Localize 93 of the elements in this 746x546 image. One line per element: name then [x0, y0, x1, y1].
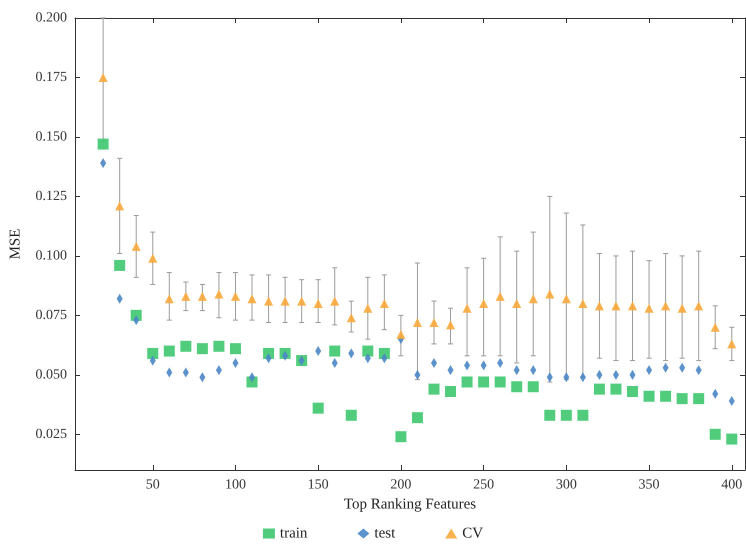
point [445, 386, 456, 397]
point [363, 304, 372, 313]
point [396, 330, 406, 339]
point [628, 301, 638, 310]
point [560, 410, 572, 421]
y-tick-label: 0.100 [36, 248, 67, 264]
point [330, 296, 340, 306]
point [528, 381, 539, 392]
point [248, 294, 257, 304]
x-axis-title: Top Ranking Features [344, 496, 476, 512]
x-tick-label: 300 [556, 478, 577, 492]
point [562, 294, 571, 304]
point [198, 292, 207, 301]
y-tick-label: 0.150 [36, 129, 67, 144]
point [314, 298, 323, 308]
point [362, 346, 374, 357]
point [230, 292, 240, 301]
point [478, 376, 490, 388]
point [98, 138, 109, 150]
y-tick-label: 0.125 [36, 188, 67, 204]
x-tick-label: 200 [390, 478, 412, 492]
point [280, 296, 290, 306]
point [462, 376, 473, 388]
point [494, 376, 506, 388]
legend-label: train [280, 526, 308, 542]
point [132, 242, 141, 251]
point [329, 346, 340, 357]
point [214, 289, 224, 298]
point [611, 301, 620, 310]
point [594, 384, 605, 395]
point [395, 431, 406, 442]
point [644, 304, 654, 313]
point [479, 298, 488, 308]
y-tick-label: 0.075 [36, 308, 67, 323]
point [594, 301, 604, 310]
x-tick-label: 400 [721, 478, 742, 492]
point [412, 318, 422, 328]
point [213, 340, 224, 352]
x-tick-label: 50 [146, 478, 160, 492]
point [428, 384, 440, 395]
point [181, 292, 190, 301]
point [710, 322, 720, 332]
y-tick-label: 0.025 [36, 426, 67, 442]
point [694, 301, 704, 310]
point [164, 346, 175, 357]
y-axis-title: MSE [8, 228, 24, 260]
legend-label: test [374, 526, 396, 542]
point [544, 410, 556, 421]
x-tick-label: 350 [638, 478, 660, 492]
point [196, 343, 208, 354]
point [429, 318, 438, 328]
point [726, 434, 738, 445]
point [710, 428, 721, 440]
point [147, 348, 158, 359]
point [528, 294, 538, 304]
point [512, 298, 522, 308]
y-tick-label: 0.175 [36, 70, 67, 85]
point [312, 402, 324, 414]
point [693, 393, 704, 404]
point [380, 298, 389, 308]
point [115, 201, 124, 210]
x-tick-label: 150 [308, 478, 329, 492]
point [660, 390, 672, 402]
point [264, 296, 274, 306]
point [578, 298, 588, 308]
point [661, 301, 670, 310]
point [412, 412, 423, 424]
point [346, 313, 356, 322]
point [511, 381, 522, 392]
x-tick-label: 100 [224, 478, 246, 492]
point [148, 254, 158, 263]
point [676, 393, 688, 404]
point [98, 72, 108, 82]
point [644, 390, 655, 402]
point [297, 296, 306, 306]
y-tick-label: 0.200 [36, 10, 67, 26]
point [610, 384, 622, 395]
x-tick-label: 250 [473, 478, 494, 492]
point [462, 304, 472, 313]
point [496, 292, 505, 301]
point [114, 260, 126, 271]
point [346, 410, 357, 421]
point [545, 289, 554, 298]
point [627, 386, 638, 397]
point [230, 343, 241, 354]
y-tick-label: 0.050 [36, 367, 67, 382]
point [577, 410, 588, 421]
point [727, 339, 736, 348]
point [678, 304, 687, 313]
legend-label: CV [462, 526, 484, 542]
point [446, 320, 456, 330]
point [164, 294, 174, 304]
point [180, 340, 192, 352]
